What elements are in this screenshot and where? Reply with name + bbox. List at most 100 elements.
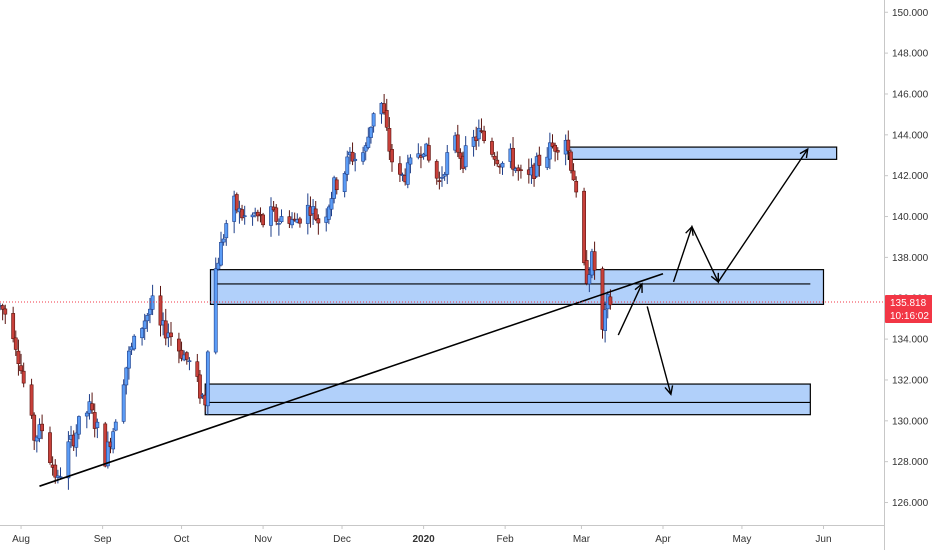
- price-tag-countdown: 10:16:02: [890, 311, 929, 322]
- candle: [500, 161, 505, 175]
- candle-body: [361, 152, 365, 162]
- candle-body: [571, 170, 576, 181]
- arrowhead: [634, 282, 643, 293]
- candle-body: [569, 151, 573, 171]
- price-tick-label: 132.000: [892, 375, 929, 386]
- time-axis[interactable]: Aug Sep Oct Nov Dec 2020 Feb Mar Apr May Jun: [12, 525, 832, 545]
- zone-3: [567, 146, 838, 160]
- price-tag-value: 135.818: [890, 298, 927, 309]
- candle-body: [34, 436, 39, 442]
- candle-body: [177, 338, 181, 352]
- candle-body: [179, 349, 184, 359]
- candle-body: [121, 384, 126, 422]
- candle: [353, 153, 358, 172]
- candle: [276, 218, 281, 236]
- candle-body: [345, 156, 350, 175]
- price-tick-label: 146.000: [892, 89, 929, 100]
- candle: [387, 117, 392, 160]
- candle-body: [382, 103, 387, 114]
- candle-body: [184, 352, 189, 360]
- candle: [366, 127, 371, 150]
- supply-demand-zones: [204, 146, 838, 416]
- candle-body: [408, 157, 413, 165]
- candle: [547, 132, 552, 170]
- candle: [111, 428, 116, 454]
- candle-body: [587, 274, 592, 285]
- candle-body: [37, 424, 42, 439]
- candle-body: [545, 156, 550, 168]
- candle-body: [224, 223, 229, 239]
- candle: [440, 166, 444, 187]
- price-tag-box: [885, 294, 932, 323]
- candle: [369, 126, 373, 144]
- candle-body: [566, 139, 571, 152]
- candle-body: [353, 158, 358, 161]
- candle-body: [369, 126, 373, 138]
- price-tick-label: 126.000: [892, 498, 929, 509]
- candle-body: [77, 416, 81, 435]
- candle: [463, 136, 468, 171]
- candle: [584, 250, 589, 286]
- candle-body: [455, 134, 460, 153]
- candle: [29, 378, 34, 419]
- candle: [495, 151, 500, 167]
- candle-body: [471, 136, 476, 147]
- candlestick-series: [0, 94, 613, 490]
- candle: [592, 241, 597, 280]
- candle-body: [105, 441, 110, 467]
- time-tick-label: May: [732, 534, 751, 545]
- candle-body: [366, 136, 371, 148]
- candle-body: [11, 313, 16, 340]
- time-tick-label: Apr: [655, 534, 671, 545]
- candle-body: [58, 476, 63, 479]
- price-tick-label: 138.000: [892, 253, 929, 264]
- candle: [445, 144, 450, 185]
- time-tick-label: Aug: [12, 534, 30, 545]
- candle-body: [195, 361, 200, 377]
- candle-body: [426, 145, 431, 161]
- candle-body: [592, 251, 597, 271]
- candle: [90, 392, 94, 414]
- candle: [11, 306, 16, 343]
- candle: [84, 411, 89, 429]
- candle-body: [463, 145, 468, 168]
- candle: [384, 98, 389, 131]
- candle: [608, 289, 613, 310]
- candle-body: [350, 151, 355, 162]
- candle-body: [442, 174, 447, 177]
- candle-body: [584, 260, 589, 284]
- candle: [187, 357, 192, 371]
- candle-body: [555, 150, 560, 153]
- candle: [0, 303, 5, 321]
- candle: [442, 171, 447, 181]
- candle-body: [16, 350, 21, 365]
- candle: [274, 204, 279, 226]
- candle: [32, 412, 37, 450]
- candle-body: [242, 215, 247, 218]
- current-price-tag: 135.818 10:16:02: [885, 294, 932, 323]
- candle-body: [276, 223, 281, 225]
- candle-body: [187, 360, 192, 363]
- candle: [127, 346, 131, 380]
- candle-body: [390, 149, 394, 163]
- candle-body: [274, 207, 279, 222]
- price-tick-label: 140.000: [892, 212, 929, 223]
- candle-body: [476, 127, 481, 140]
- candle-body: [48, 432, 52, 463]
- candle: [261, 212, 265, 228]
- candle: [569, 149, 573, 174]
- candle-body: [29, 384, 34, 416]
- candle-body: [492, 155, 497, 160]
- candle: [342, 171, 347, 198]
- candle: [142, 313, 147, 340]
- candle-body: [398, 163, 402, 175]
- candle-body: [582, 190, 586, 264]
- candle: [545, 147, 550, 171]
- candle-body: [326, 206, 331, 220]
- candle-body: [511, 147, 515, 170]
- candle: [345, 150, 350, 182]
- candle: [408, 154, 413, 174]
- trendline: [39, 272, 664, 487]
- candle-body: [113, 421, 118, 431]
